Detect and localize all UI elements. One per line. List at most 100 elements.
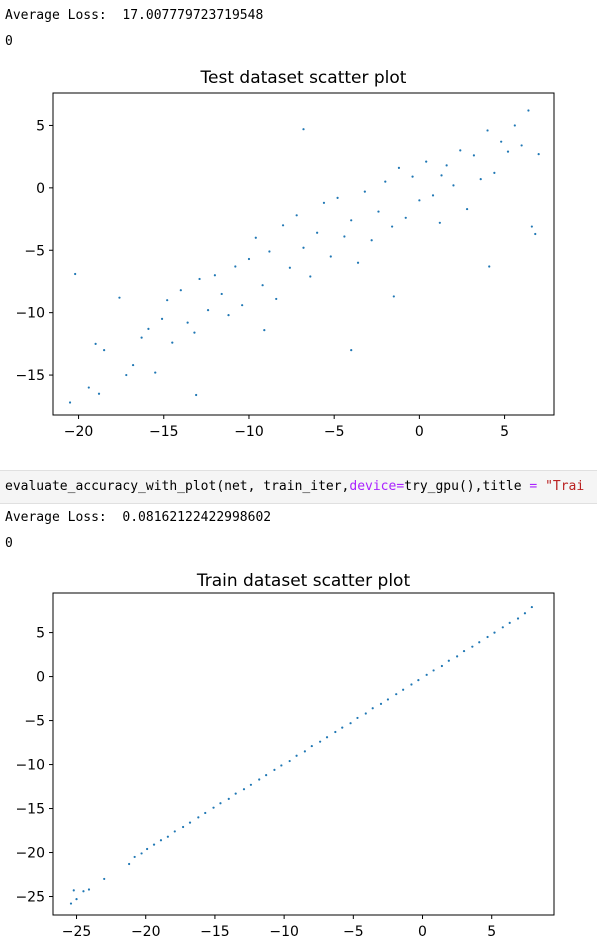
scatter-point (193, 331, 196, 334)
scatter-point (288, 759, 291, 763)
scatter-point (516, 617, 520, 620)
scatter-point (195, 393, 198, 397)
scatter-point (386, 698, 390, 701)
y-tick-label: 5 (36, 118, 45, 134)
code-space (537, 479, 545, 494)
scatter-point (520, 144, 523, 147)
x-tick-label: −20 (131, 924, 161, 940)
scatter-point (258, 778, 261, 781)
scatter-point (212, 806, 215, 809)
code-segment: evaluate_accuracy_with_plot(net, train_i… (5, 479, 350, 494)
y-tick-label: 5 (36, 626, 45, 642)
scatter-point (379, 702, 383, 705)
y-tick-label: −25 (15, 890, 45, 906)
scatter-point (198, 277, 201, 281)
x-tick-label: −15 (149, 424, 179, 440)
scatter-point (147, 327, 150, 330)
scatter-point (479, 178, 482, 181)
scatter-point (288, 266, 291, 269)
scatter-point (249, 783, 253, 786)
x-tick-label: 5 (487, 924, 496, 940)
scatter-point (356, 261, 360, 264)
scatter-point (227, 314, 230, 317)
scatter-point (188, 821, 192, 824)
scatter-point (462, 649, 466, 653)
scatter-point (166, 299, 169, 302)
scatter-point (310, 744, 313, 748)
scatter-point (447, 659, 450, 662)
scatter-point (500, 140, 503, 143)
scatter-point (133, 855, 136, 859)
scatter-point (392, 295, 395, 298)
code-string: "Trai (545, 479, 585, 494)
scatter-point (295, 214, 298, 217)
chart-title: Train dataset scatter plot (196, 571, 411, 591)
scatter-point (319, 740, 322, 743)
code-cell-input[interactable]: evaluate_accuracy_with_plot(net, train_i… (0, 470, 597, 504)
output-loss-line-1: Average Loss: 17.007779723719548 (5, 8, 264, 23)
scatter-point (341, 726, 344, 729)
scatter-point (68, 401, 72, 404)
scatter-point (493, 171, 496, 174)
scatter-point (197, 816, 200, 819)
scatter-point (465, 207, 469, 211)
scatter-point (82, 890, 85, 893)
scatter-point (377, 210, 380, 213)
scatter-point (103, 877, 106, 881)
x-tick-label: −20 (64, 424, 94, 440)
code-operator: = (396, 479, 405, 494)
scatter-point (247, 257, 251, 261)
x-tick-label: 5 (500, 424, 509, 440)
scatter-point (118, 296, 121, 299)
scatter-point (530, 225, 533, 228)
scatter-point (527, 109, 530, 112)
code-segment: try_gpu(),title (404, 479, 530, 494)
scatter-point (146, 847, 149, 851)
x-tick-label: −10 (269, 924, 299, 940)
scatter-point (488, 265, 491, 268)
scatter-point (425, 160, 428, 163)
scatter-point (242, 788, 246, 791)
scatter-point (87, 888, 91, 891)
scatter-point (322, 201, 326, 204)
scatter-point (391, 225, 394, 228)
code-keyword: device (349, 479, 397, 494)
code-operator: = (529, 479, 538, 494)
scatter-point (103, 349, 106, 352)
scatter-point (343, 235, 346, 238)
scatter-point (371, 707, 374, 710)
test-scatter-plot: Test dataset scatter plot −20 −15 −10 −5 0 5 −1… (15, 68, 555, 440)
y-tick-label: −10 (15, 758, 45, 774)
scatter-point (336, 196, 339, 199)
scatter-point (513, 124, 516, 127)
scatter-point (302, 246, 305, 249)
scatter-point (241, 304, 244, 307)
scatter-point (140, 336, 143, 339)
scatter-point (219, 802, 222, 805)
scatter-point (309, 275, 312, 278)
scatter-point (128, 862, 131, 866)
scatter-point (159, 839, 163, 842)
scatter-point (329, 255, 332, 258)
scatter-point (261, 284, 264, 287)
scatter-point (438, 221, 441, 224)
scatter-point (478, 641, 481, 644)
scatter-point (263, 329, 266, 332)
scatter-point (152, 843, 156, 846)
scatter-point (273, 768, 276, 771)
scatter-point (227, 797, 230, 800)
scatter-point (302, 128, 305, 131)
x-tick-label: −5 (324, 424, 345, 440)
scatter-point (452, 184, 455, 187)
scatter-point (131, 363, 135, 367)
train-scatter-plot: Train dataset scatter plot −25 −20 −15 −10 −5… (15, 571, 555, 940)
scatter-point (204, 811, 207, 815)
x-tick-label: 0 (418, 924, 427, 940)
scatter-point (370, 239, 373, 242)
scatter-point (206, 309, 210, 312)
code-text: evaluate_accuracy_with_plot(net, train_i… (5, 479, 584, 494)
scatter-point (125, 373, 128, 377)
y-tick-label: 0 (36, 181, 45, 197)
y-tick-label: −5 (24, 243, 45, 259)
scatter-point (418, 199, 421, 202)
